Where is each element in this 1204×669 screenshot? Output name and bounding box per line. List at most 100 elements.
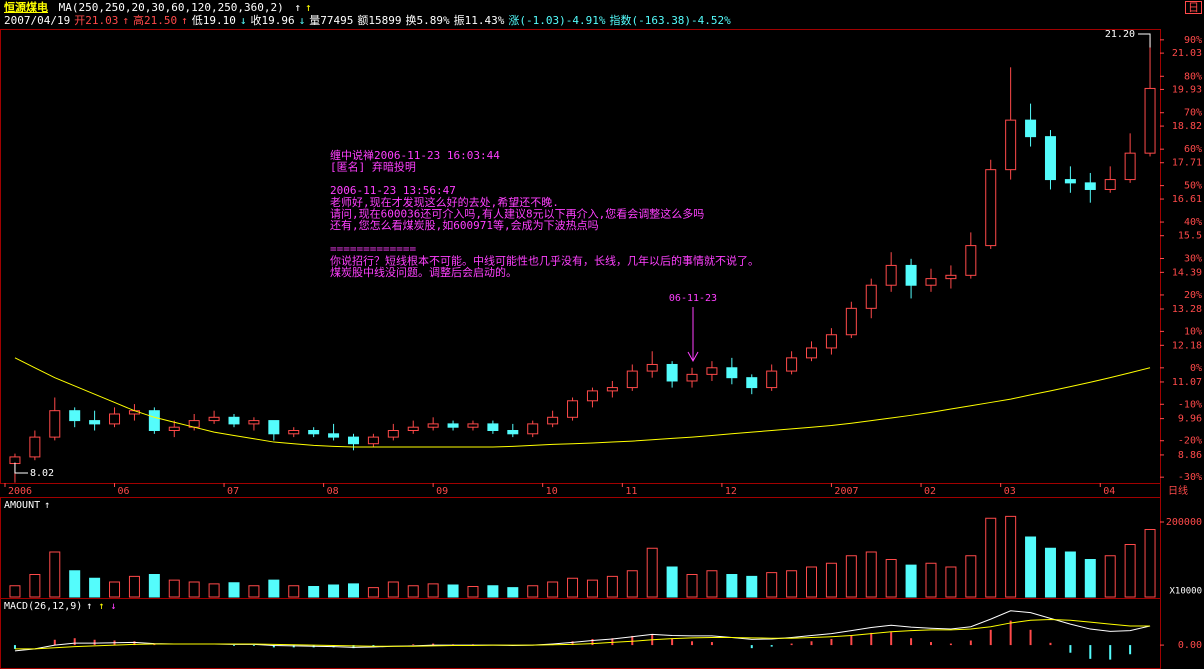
- x-tick-label: 10: [546, 486, 558, 497]
- candle-body: [1005, 119, 1017, 171]
- x-tick-label: 02: [924, 486, 936, 497]
- quote-field: ↓: [298, 14, 306, 27]
- amount-bar: [666, 566, 678, 598]
- amount-bar: [427, 583, 439, 598]
- candle-body: [845, 307, 857, 336]
- amount-bar: [885, 559, 897, 598]
- quote-field: 量77495: [309, 14, 354, 27]
- quote-field: 涨(-1.03)-4.91%: [508, 14, 606, 27]
- candle-body: [168, 426, 180, 432]
- x-tick-label: 04: [1103, 486, 1115, 497]
- quote-field: ↑: [181, 14, 188, 27]
- x-tick-label: 08: [327, 486, 339, 497]
- y-tick-label: 60%: [1184, 144, 1202, 155]
- amount-bar: [387, 581, 399, 598]
- comment-line: 还有,您怎么看煤炭股,如600971等,会成为下波热点吗: [330, 218, 599, 232]
- callout-label: 06-11-23: [669, 293, 717, 304]
- candle-body: [567, 400, 579, 418]
- y-tick-label: 18.82: [1172, 121, 1202, 132]
- x-axis-label: 日线: [1168, 484, 1188, 497]
- candle-body: [1025, 119, 1037, 138]
- amount-bar: [29, 574, 41, 598]
- candle-body: [766, 370, 778, 389]
- candle-body: [1084, 182, 1096, 190]
- y-tick-label: -20%: [1178, 436, 1202, 447]
- candle-body: [49, 410, 61, 438]
- amount-bar: [168, 579, 180, 598]
- candle-body: [746, 377, 758, 389]
- amount-bar: [686, 574, 698, 598]
- amount-bar: [128, 575, 140, 598]
- header-row: 恒源煤电 MA(250,250,20,30,60,120,250,360,2) …: [4, 1, 316, 14]
- candle-body: [626, 370, 638, 389]
- amount-bar: [845, 555, 857, 598]
- quote-field: 低19.10: [191, 14, 236, 27]
- quote-field: 指数(-163.38)-4.52%: [609, 14, 731, 27]
- candle-body: [308, 430, 320, 435]
- candle-body: [985, 169, 997, 247]
- y-tick-label: 19.93: [1172, 84, 1202, 95]
- amount-bar: [248, 585, 260, 598]
- amount-bar: [347, 583, 359, 598]
- y-tick-label: 80%: [1184, 71, 1202, 82]
- candle-body: [885, 264, 897, 286]
- amount-bar: [626, 570, 638, 598]
- y-tick-label: 200000: [1166, 517, 1202, 528]
- quote-field: 换5.89%: [405, 14, 450, 27]
- amount-bar: [308, 586, 320, 598]
- candle-body: [865, 284, 877, 309]
- amount-bar: [825, 562, 837, 598]
- amount-bar: [945, 566, 957, 598]
- amount-bar: [268, 579, 280, 598]
- y-tick-label: 90%: [1184, 35, 1202, 46]
- quote-field: ↑: [122, 14, 129, 27]
- amount-bar: [567, 577, 579, 598]
- unit-label: X10000: [1169, 587, 1202, 597]
- candle-body: [905, 264, 917, 286]
- quote-field: ↓: [239, 14, 247, 27]
- amount-bar: [49, 551, 61, 598]
- stock-name: 恒源煤电: [4, 1, 48, 14]
- amount-bar: [865, 551, 877, 598]
- candle-body: [1064, 179, 1076, 184]
- quote-field: 收19.96: [250, 14, 295, 27]
- amount-bar: [1084, 559, 1096, 598]
- amount-bar: [527, 585, 539, 598]
- comment-line: 煤炭股中线没问题。调整后会启动的。: [330, 265, 517, 279]
- candle-body: [1144, 87, 1156, 154]
- min-label: 8.02: [30, 468, 54, 479]
- amount-bar: [507, 587, 519, 598]
- amount-bar: [228, 582, 240, 598]
- quote-field: 开21.03: [74, 14, 119, 27]
- y-tick-label: 50%: [1184, 181, 1202, 192]
- x-tick-label: 07: [227, 486, 239, 497]
- amount-bar: [1064, 551, 1076, 598]
- amount-bar: [69, 570, 81, 598]
- comment-line: [匿名] 弃暗投明: [330, 160, 416, 174]
- amount-bar: [208, 583, 220, 598]
- candle-body: [825, 334, 837, 349]
- quote-field: 2007/04/19: [4, 14, 71, 27]
- x-tick-label: 11: [625, 486, 637, 497]
- amount-bar: [925, 562, 937, 598]
- amount-bar: [606, 575, 618, 598]
- candle-body: [726, 367, 738, 379]
- candle-body: [29, 436, 41, 458]
- period-button[interactable]: 日: [1185, 1, 1202, 14]
- amount-bar: [188, 581, 200, 598]
- title-mark: ↓: [110, 601, 116, 612]
- amount-bar: [447, 584, 459, 598]
- quote-field: 振11.43%: [453, 14, 505, 27]
- amount-bar: [1144, 529, 1156, 598]
- candle-body: [945, 274, 957, 280]
- candle-body: [547, 416, 559, 425]
- x-tick-label: 09: [436, 486, 448, 497]
- y-tick-label: 20%: [1184, 290, 1202, 301]
- candle-body: [367, 436, 379, 445]
- comment-line: 老师好,现在才发现这么好的去处,希望还不晚.: [330, 195, 559, 209]
- candle-body: [925, 278, 937, 286]
- amount-bar: [89, 577, 101, 598]
- y-tick-label: 14.39: [1172, 267, 1202, 278]
- candle-body: [965, 245, 977, 276]
